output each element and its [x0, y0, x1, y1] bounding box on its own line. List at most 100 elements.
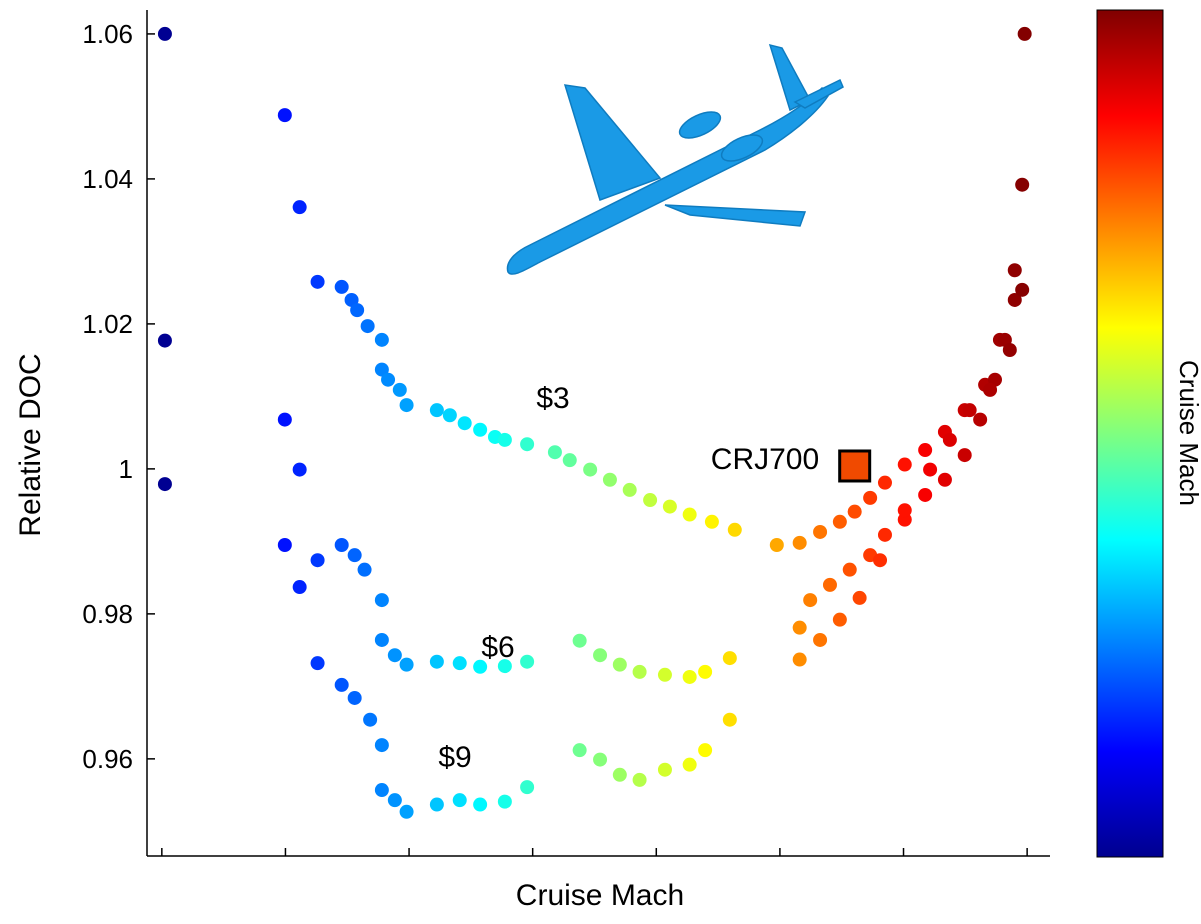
- scatter-point: [458, 416, 472, 430]
- scatter-point: [158, 477, 172, 491]
- scatter-point: [793, 536, 807, 550]
- scatter-point: [593, 648, 607, 662]
- scatter-point: [453, 793, 467, 807]
- series-annotation: CRJ700: [711, 443, 819, 476]
- scatter-point: [1015, 283, 1029, 297]
- scatter-point: [658, 763, 672, 777]
- scatter-point: [643, 493, 657, 507]
- series-annotation: $9: [438, 741, 471, 774]
- scatter-point: [878, 476, 892, 490]
- scatter-point: [293, 463, 307, 477]
- scatter-point: [361, 319, 375, 333]
- scatter-point: [938, 473, 952, 487]
- scatter-point: [698, 665, 712, 679]
- scatter-point: [573, 634, 587, 648]
- scatter-point: [473, 423, 487, 437]
- scatter-point: [593, 753, 607, 767]
- scatter-point: [823, 578, 837, 592]
- scatter-point: [278, 538, 292, 552]
- scatter-point: [728, 523, 742, 537]
- scatter-point: [363, 713, 377, 727]
- scatter-point: [311, 656, 325, 670]
- scatter-point: [633, 773, 647, 787]
- scatter-point: [473, 798, 487, 812]
- scatter-point: [311, 275, 325, 289]
- scatter-point: [520, 655, 534, 669]
- scatter-point: [803, 593, 817, 607]
- scatter-point: [918, 488, 932, 502]
- y-tick-label: 1.04: [82, 164, 133, 194]
- y-tick-label: 0.96: [82, 744, 133, 774]
- scatter-point: [633, 665, 647, 679]
- scatter-point: [723, 713, 737, 727]
- scatter-point: [375, 738, 389, 752]
- scatter-point: [663, 500, 677, 514]
- scatter-point: [583, 463, 597, 477]
- scatter-point: [723, 651, 737, 665]
- airplane-illustration: [507, 45, 843, 274]
- scatter-point: [973, 413, 987, 427]
- scatter-point: [453, 656, 467, 670]
- scatter-point: [278, 108, 292, 122]
- scatter-point: [705, 515, 719, 529]
- scatter-point: [443, 408, 457, 422]
- scatter-point: [430, 403, 444, 417]
- scatter-point: [683, 670, 697, 684]
- scatter-point: [375, 783, 389, 797]
- scatter-point: [158, 334, 172, 348]
- scatter-point: [335, 280, 349, 294]
- scatter-point: [348, 548, 362, 562]
- scatter-point: [498, 795, 512, 809]
- scatter-point: [963, 403, 977, 417]
- scatter-point: [843, 563, 857, 577]
- scatter-point: [613, 768, 627, 782]
- scatter-point: [311, 553, 325, 567]
- scatter-point: [658, 668, 672, 682]
- series-annotation: $3: [536, 382, 569, 415]
- scatter-point: [793, 653, 807, 667]
- scatter-point: [1018, 27, 1032, 41]
- scatter-point: [683, 758, 697, 772]
- scatter-point: [833, 613, 847, 627]
- scatter-point: [430, 655, 444, 669]
- scatter-point: [918, 443, 932, 457]
- scatter-point: [613, 658, 627, 672]
- scatter-point: [293, 200, 307, 214]
- scatter-point: [520, 437, 534, 451]
- y-tick-label: 1.02: [82, 309, 133, 339]
- scatter-point: [623, 483, 637, 497]
- scatter-point: [158, 27, 172, 41]
- colorbar-title: Cruise Mach: [1174, 360, 1201, 506]
- scatter-point: [813, 525, 827, 539]
- scatter-point: [873, 553, 887, 567]
- scatter-point: [375, 633, 389, 647]
- scatter-point: [400, 398, 414, 412]
- scatter-point: [1015, 178, 1029, 192]
- scatter-point: [878, 528, 892, 542]
- scatter-point: [498, 433, 512, 447]
- scatter-point: [943, 433, 957, 447]
- colorbar: [1097, 10, 1163, 857]
- scatter-point: [603, 473, 617, 487]
- scatter-point: [388, 648, 402, 662]
- scatter-point: [833, 515, 847, 529]
- y-axis-title: Relative DOC: [14, 353, 47, 536]
- chart: Cruise Mach Relative DOC Cruise Mach 0.9…: [0, 0, 1201, 919]
- scatter-point: [958, 448, 972, 462]
- scatter-point: [335, 678, 349, 692]
- scatter-point: [348, 691, 362, 705]
- scatter-point: [923, 463, 937, 477]
- scatter-point: [400, 658, 414, 672]
- scatter-point: [388, 793, 402, 807]
- scatter-point: [853, 591, 867, 605]
- scatter-point: [770, 538, 784, 552]
- y-tick-label: 0.98: [82, 599, 133, 629]
- x-axis-title: Cruise Mach: [516, 879, 684, 912]
- y-tick-label: 1: [119, 454, 133, 484]
- scatter-point: [898, 503, 912, 517]
- scatter-point: [520, 780, 534, 794]
- scatter-point: [358, 563, 372, 577]
- scatter-point: [793, 621, 807, 635]
- scatter-point: [393, 383, 407, 397]
- scatter-point: [898, 458, 912, 472]
